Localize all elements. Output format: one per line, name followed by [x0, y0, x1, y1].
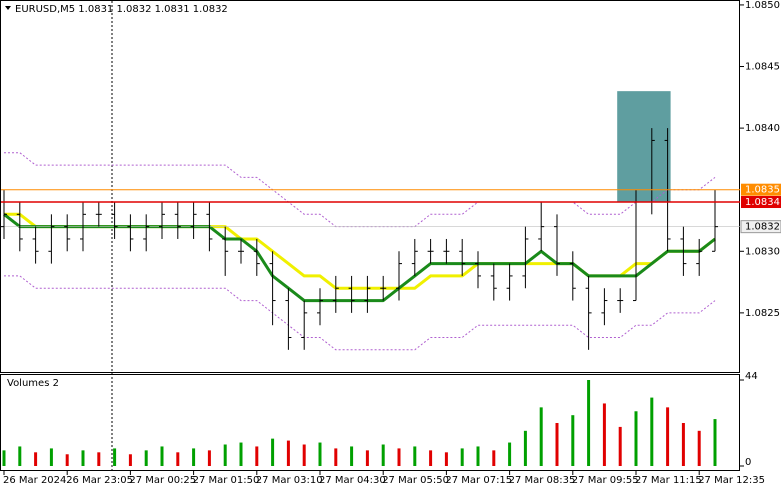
- volume-bar: [207, 450, 211, 466]
- volume-bar: [634, 411, 638, 466]
- x-tick-label: 27 Mar 00:25: [129, 475, 196, 486]
- price-panel: [0, 0, 740, 373]
- x-tick-label: 27 Mar 12:35: [698, 475, 765, 486]
- volume-bar: [618, 426, 622, 466]
- volume-bar: [681, 423, 685, 466]
- y-tick-label: 1.0845: [745, 62, 780, 73]
- volume-bar: [413, 446, 417, 466]
- volume-bar: [713, 419, 717, 466]
- x-tick-label: 27 Mar 05:50: [382, 475, 449, 486]
- volume-bar: [397, 448, 401, 466]
- volume-bar: [602, 403, 606, 466]
- volume-bar: [444, 452, 448, 466]
- x-tick-label: 26 Mar 2024: [3, 475, 66, 486]
- volume-bar: [365, 450, 369, 466]
- x-tick-label: 27 Mar 08:35: [509, 475, 576, 486]
- x-tick-label: 27 Mar 01:50: [193, 475, 260, 486]
- level-label: 1.0834: [745, 197, 780, 208]
- volume-bar: [571, 415, 575, 466]
- volume-tick-label: 0: [745, 457, 751, 468]
- volume-bar: [318, 442, 322, 466]
- volume-bar: [144, 450, 148, 466]
- volume-bar: [523, 430, 527, 466]
- level-label-bg: [741, 183, 781, 196]
- volume-bar: [34, 452, 38, 466]
- y-tick-label: 1.0840: [745, 123, 780, 134]
- volume-bar: [176, 452, 180, 466]
- volume-bar: [160, 446, 164, 466]
- x-tick-label: 27 Mar 09:55: [572, 475, 639, 486]
- volume-bar: [476, 446, 480, 466]
- chart-title: EURUSD,M5 1.0831 1.0832 1.0831 1.0832: [15, 4, 228, 15]
- volume-tick-label: 44: [745, 371, 758, 382]
- volume-bar: [350, 446, 354, 466]
- volume-bar: [650, 397, 654, 466]
- volume-bar: [555, 423, 559, 466]
- x-tick-label: 26 Mar 23:05: [66, 475, 133, 486]
- volume-title: Volumes 2: [7, 378, 59, 389]
- volume-bar: [508, 442, 512, 466]
- y-tick-label: 1.0830: [745, 246, 780, 257]
- volume-bar: [2, 450, 6, 466]
- level-label: 1.0835: [745, 185, 780, 196]
- x-tick-label: 27 Mar 03:10: [256, 475, 323, 486]
- volume-bar: [255, 446, 259, 466]
- volume-bar: [302, 444, 306, 466]
- highlight-zone: [617, 91, 671, 203]
- volume-panel: [0, 374, 740, 471]
- volume-bar: [334, 448, 338, 466]
- volume-bar: [381, 444, 385, 466]
- x-tick-label: 27 Mar 07:15: [445, 475, 512, 486]
- y-tick-label: 1.0825: [745, 308, 780, 319]
- volume-bar: [460, 448, 464, 466]
- x-tick-label: 27 Mar 04:30: [319, 475, 386, 486]
- menu-arrow: [5, 6, 11, 10]
- volume-bar: [239, 442, 243, 466]
- volume-bar: [271, 438, 275, 466]
- volume-bar: [666, 407, 670, 466]
- volume-bar: [697, 430, 701, 466]
- volume-bar: [587, 380, 591, 466]
- volume-bar: [492, 450, 496, 466]
- level-label-bg: [741, 196, 781, 209]
- volume-bar: [539, 407, 543, 466]
- volume-bar: [113, 448, 117, 466]
- last-price-label: 1.0832: [745, 222, 780, 233]
- volume-bar: [429, 450, 433, 466]
- volume-bar: [223, 444, 227, 466]
- ma-line: [4, 275, 716, 351]
- y-tick-label: 1.0850: [745, 0, 780, 11]
- volume-bar: [81, 450, 85, 466]
- volume-bar: [286, 440, 290, 466]
- volume-bar: [97, 452, 101, 466]
- volume-bar: [128, 454, 132, 466]
- last-price-bg: [740, 220, 781, 234]
- volume-bar: [65, 454, 69, 466]
- x-tick-label: 27 Mar 11:15: [635, 475, 702, 486]
- volume-bar: [49, 448, 53, 466]
- volume-bar: [18, 446, 22, 466]
- volume-bar: [192, 448, 196, 466]
